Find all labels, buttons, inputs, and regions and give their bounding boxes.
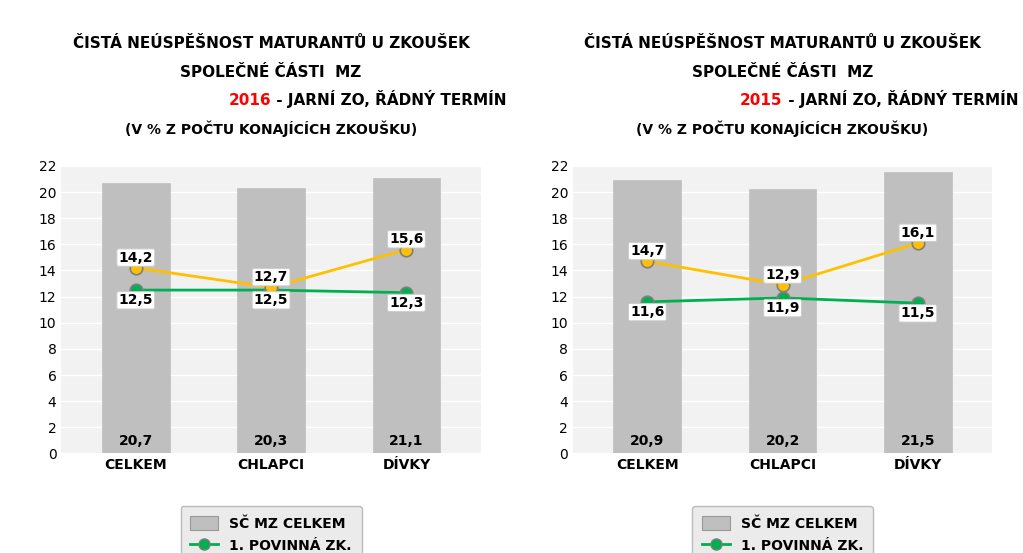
- Bar: [884, 173, 951, 453]
- Text: 2016: 2016: [228, 93, 271, 108]
- Text: 12,5: 12,5: [254, 293, 288, 307]
- Text: 20,9: 20,9: [630, 434, 664, 448]
- Text: 11,6: 11,6: [630, 305, 665, 319]
- Text: 20,2: 20,2: [765, 434, 800, 448]
- Text: 16,1: 16,1: [900, 226, 935, 240]
- Text: 20,3: 20,3: [254, 434, 288, 448]
- Bar: [372, 178, 440, 453]
- Text: 2015: 2015: [740, 93, 783, 108]
- Bar: [102, 183, 170, 453]
- Bar: [749, 190, 816, 453]
- Legend: SČ MZ CELKEM, 1. POVINNÁ ZK., 2. POVINNÁ ZK.: SČ MZ CELKEM, 1. POVINNÁ ZK., 2. POVINNÁ…: [693, 507, 873, 553]
- Text: 12,9: 12,9: [765, 268, 800, 281]
- Legend: SČ MZ CELKEM, 1. POVINNÁ ZK., 2. POVINNÁ ZK.: SČ MZ CELKEM, 1. POVINNÁ ZK., 2. POVINNÁ…: [181, 507, 361, 553]
- Text: 11,5: 11,5: [900, 306, 935, 320]
- Text: ČISTÁ NEÚSPĚŠNOST MATURANTŮ U ZKOUŠEK: ČISTÁ NEÚSPĚŠNOST MATURANTŮ U ZKOUŠEK: [584, 36, 981, 51]
- Text: 12,5: 12,5: [119, 293, 153, 307]
- Text: 14,2: 14,2: [119, 251, 153, 264]
- Text: 12,7: 12,7: [254, 270, 288, 284]
- Text: 20,7: 20,7: [119, 434, 152, 448]
- Text: 11,9: 11,9: [765, 301, 800, 315]
- Text: 14,7: 14,7: [630, 244, 665, 258]
- Text: SPOLEČNÉ ČÁSTI  MZ: SPOLEČNÉ ČÁSTI MZ: [180, 65, 362, 80]
- Text: ČISTÁ NEÚSPĚŠNOST MATURANTŮ U ZKOUŠEK: ČISTÁ NEÚSPĚŠNOST MATURANTŮ U ZKOUŠEK: [73, 36, 470, 51]
- Text: 21,5: 21,5: [900, 434, 935, 448]
- Text: (V % Z POČTU KONAJÍCÍCH ZKOUŠKU): (V % Z POČTU KONAJÍCÍCH ZKOUŠKU): [636, 121, 929, 137]
- Bar: [614, 180, 681, 453]
- Text: 12,3: 12,3: [389, 296, 424, 310]
- Text: 21,1: 21,1: [389, 434, 424, 448]
- Text: 15,6: 15,6: [389, 232, 424, 246]
- Bar: [237, 188, 305, 453]
- Text: - JARNÍ ZO, ŘÁDNÝ TERMÍN: - JARNÍ ZO, ŘÁDNÝ TERMÍN: [783, 90, 1018, 108]
- Text: (V % Z POČTU KONAJÍCÍCH ZKOUŠKU): (V % Z POČTU KONAJÍCÍCH ZKOUŠKU): [125, 121, 417, 137]
- Text: - JARNÍ ZO, ŘÁDNÝ TERMÍN: - JARNÍ ZO, ŘÁDNÝ TERMÍN: [271, 90, 506, 108]
- Text: SPOLEČNÉ ČÁSTI  MZ: SPOLEČNÉ ČÁSTI MZ: [692, 65, 874, 80]
